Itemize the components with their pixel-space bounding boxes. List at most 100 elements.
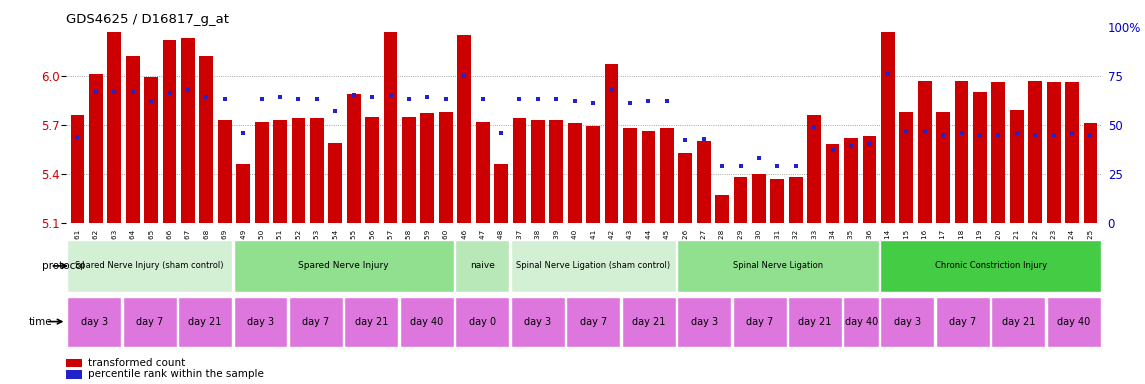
Text: day 3: day 3 (247, 316, 274, 327)
Bar (935, 296, 989, 347)
Bar (973, 92, 987, 223)
Bar (66, 370, 81, 379)
Bar (108, 32, 121, 223)
Text: protocol: protocol (42, 261, 85, 271)
Bar (457, 35, 471, 223)
Bar (771, 179, 784, 223)
Bar (881, 240, 1100, 291)
Bar (826, 144, 839, 223)
Bar (456, 240, 510, 291)
Bar (550, 120, 563, 223)
Bar (844, 138, 858, 223)
Bar (126, 56, 140, 223)
Text: day 21: day 21 (798, 316, 831, 327)
Text: day 7: day 7 (302, 316, 330, 327)
Bar (881, 32, 894, 223)
Bar (71, 115, 85, 223)
Bar (678, 152, 693, 223)
Bar (623, 128, 637, 223)
Bar (292, 118, 306, 223)
Text: naive: naive (469, 262, 495, 270)
Text: percentile rank within the sample: percentile rank within the sample (88, 369, 264, 379)
Bar (236, 164, 250, 223)
Text: day 3: day 3 (690, 316, 718, 327)
Bar (862, 136, 876, 223)
Bar (586, 126, 600, 223)
Bar (531, 120, 545, 223)
Text: day 3: day 3 (80, 316, 108, 327)
Text: day 40: day 40 (1057, 316, 1090, 327)
Text: GDS4625 / D16817_g_at: GDS4625 / D16817_g_at (66, 13, 229, 26)
Bar (899, 112, 914, 223)
Bar (677, 296, 731, 347)
Bar (384, 32, 397, 223)
Bar (123, 296, 176, 347)
Bar (641, 131, 655, 223)
Bar (289, 296, 342, 347)
Text: day 7: day 7 (949, 316, 977, 327)
Bar (365, 117, 379, 223)
Bar (568, 123, 582, 223)
Bar (163, 40, 176, 223)
Bar (68, 240, 232, 291)
Bar (1028, 81, 1042, 223)
Bar (716, 195, 729, 223)
Bar (345, 296, 398, 347)
Bar (144, 78, 158, 223)
Text: transformed count: transformed count (88, 358, 185, 368)
Bar (622, 296, 676, 347)
Text: day 21: day 21 (188, 316, 222, 327)
Bar (234, 296, 287, 347)
Text: day 0: day 0 (468, 316, 496, 327)
Text: time: time (29, 316, 53, 327)
Bar (955, 81, 969, 223)
Bar (179, 296, 232, 347)
Bar (274, 120, 287, 223)
Text: day 3: day 3 (894, 316, 921, 327)
Bar (789, 177, 803, 223)
Bar (234, 240, 453, 291)
Bar (881, 296, 934, 347)
Bar (1010, 110, 1024, 223)
Text: Spinal Nerve Ligation (sham control): Spinal Nerve Ligation (sham control) (516, 262, 670, 270)
Bar (89, 74, 103, 223)
Bar (1047, 82, 1060, 223)
Text: day 7: day 7 (579, 316, 607, 327)
Bar (992, 82, 1005, 223)
Text: day 21: day 21 (355, 316, 388, 327)
Bar (605, 65, 618, 223)
Bar (752, 174, 766, 223)
Bar (567, 296, 621, 347)
Bar (420, 113, 434, 223)
Bar (1047, 296, 1100, 347)
Text: day 21: day 21 (1002, 316, 1035, 327)
Bar (513, 118, 527, 223)
Bar (400, 296, 453, 347)
Text: day 21: day 21 (632, 316, 665, 327)
Bar (1083, 123, 1097, 223)
Bar (660, 128, 673, 223)
Text: day 40: day 40 (410, 316, 443, 327)
Bar (918, 81, 932, 223)
Bar (66, 359, 81, 367)
Text: day 40: day 40 (845, 316, 878, 327)
Bar (511, 240, 676, 291)
Bar (677, 240, 879, 291)
Bar (734, 177, 748, 223)
Bar (511, 296, 564, 347)
Bar (475, 121, 490, 223)
Text: day 3: day 3 (524, 316, 551, 327)
Bar (329, 143, 342, 223)
Bar (347, 94, 361, 223)
Bar (992, 296, 1045, 347)
Bar (807, 115, 821, 223)
Text: Spinal Nerve Ligation: Spinal Nerve Ligation (733, 262, 823, 270)
Bar (733, 296, 787, 347)
Bar (218, 120, 231, 223)
Text: Spared Nerve Injury: Spared Nerve Injury (299, 262, 389, 270)
Bar (254, 121, 269, 223)
Bar (456, 296, 510, 347)
Bar (1065, 82, 1079, 223)
Bar (937, 112, 950, 223)
Text: Chronic Constriction Injury: Chronic Constriction Injury (934, 262, 1047, 270)
